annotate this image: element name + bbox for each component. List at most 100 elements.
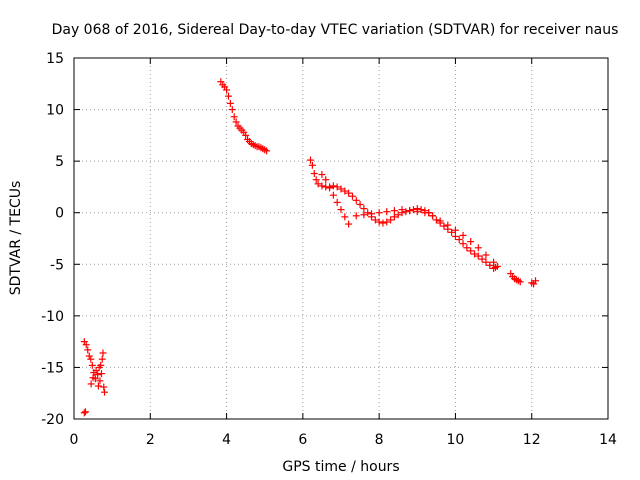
data-point [94, 371, 102, 379]
data-point [88, 361, 96, 369]
data-point [226, 99, 234, 107]
data-point [463, 244, 471, 252]
data-point [263, 147, 271, 155]
data-point [84, 346, 92, 354]
x-axis-label: GPS time / hours [282, 459, 399, 475]
data-point [91, 375, 99, 383]
x-tick-label: 12 [523, 432, 541, 448]
data-point [224, 92, 232, 100]
x-tick-label: 10 [447, 432, 465, 448]
data-point [387, 216, 395, 224]
data-point [85, 352, 93, 360]
y-tick-label: -20 [41, 412, 64, 428]
data-point [322, 176, 330, 184]
data-point [329, 182, 337, 190]
data-point [375, 209, 383, 217]
data-point [352, 196, 360, 204]
data-point [375, 218, 383, 226]
data-point [482, 258, 490, 266]
data-point [482, 251, 490, 259]
data-point [223, 86, 231, 94]
data-point [413, 208, 421, 216]
data-point [314, 180, 322, 188]
data-point [228, 106, 236, 114]
data-point [406, 207, 414, 215]
data-point [80, 409, 88, 417]
x-tick-label: 14 [599, 432, 617, 448]
data-point [474, 244, 482, 252]
y-tick-label: 15 [46, 51, 64, 67]
data-point [371, 216, 379, 224]
data-point [96, 377, 104, 385]
data-point [394, 211, 402, 219]
data-point [345, 220, 353, 228]
data-point [306, 156, 314, 164]
data-point [429, 212, 437, 220]
data-point [97, 361, 105, 369]
data-point [467, 247, 475, 255]
data-point [467, 238, 475, 246]
data-point [232, 118, 240, 126]
data-point [425, 209, 433, 217]
data-point [383, 208, 391, 216]
data-point [417, 206, 425, 214]
y-tick-labels: -20 -15 -10 -5 0 5 10 15 [41, 51, 64, 428]
data-point [455, 236, 463, 244]
y-tick-label: 10 [46, 103, 64, 119]
data-point [333, 183, 341, 191]
data-point [82, 341, 90, 349]
y-tick-label: -10 [41, 309, 64, 325]
data-point [474, 252, 482, 260]
data-points [80, 78, 540, 417]
data-point [459, 240, 467, 248]
data-point [94, 382, 102, 390]
data-point [326, 184, 334, 192]
x-tick-label: 4 [222, 432, 231, 448]
data-point [97, 370, 105, 378]
data-point [451, 232, 459, 240]
data-point [368, 210, 376, 218]
data-point [100, 383, 108, 391]
data-point [360, 211, 368, 219]
data-point [448, 228, 456, 236]
data-point [432, 216, 440, 224]
data-point [98, 355, 106, 363]
data-point [308, 161, 316, 169]
data-point [341, 187, 349, 195]
data-point [329, 191, 337, 199]
data-point [341, 213, 349, 221]
data-point [318, 182, 326, 190]
data-point [390, 213, 398, 221]
axis-ticks [73, 57, 609, 420]
data-point [491, 263, 499, 271]
data-point [333, 198, 341, 206]
data-point [398, 206, 406, 214]
data-point [348, 192, 356, 200]
data-point [451, 226, 459, 234]
y-tick-label: -5 [50, 257, 64, 273]
data-point [318, 171, 326, 179]
data-point [92, 367, 100, 375]
data-point [337, 185, 345, 193]
y-tick-label: 5 [55, 154, 64, 170]
data-point [444, 225, 452, 233]
x-tick-label: 0 [70, 432, 79, 448]
data-point [490, 258, 498, 266]
data-point [230, 113, 238, 121]
data-point [364, 209, 372, 217]
data-point [87, 380, 95, 388]
plot-frame [73, 57, 609, 420]
data-point [436, 219, 444, 227]
data-point [532, 277, 540, 285]
data-point [352, 212, 360, 220]
data-point [101, 388, 109, 396]
data-point [81, 408, 89, 416]
data-point [459, 231, 467, 239]
grid-lines [74, 58, 608, 419]
data-point [486, 261, 494, 269]
x-tick-label: 8 [375, 432, 384, 448]
data-point [99, 349, 107, 357]
data-point [471, 250, 478, 258]
data-point [409, 206, 417, 214]
